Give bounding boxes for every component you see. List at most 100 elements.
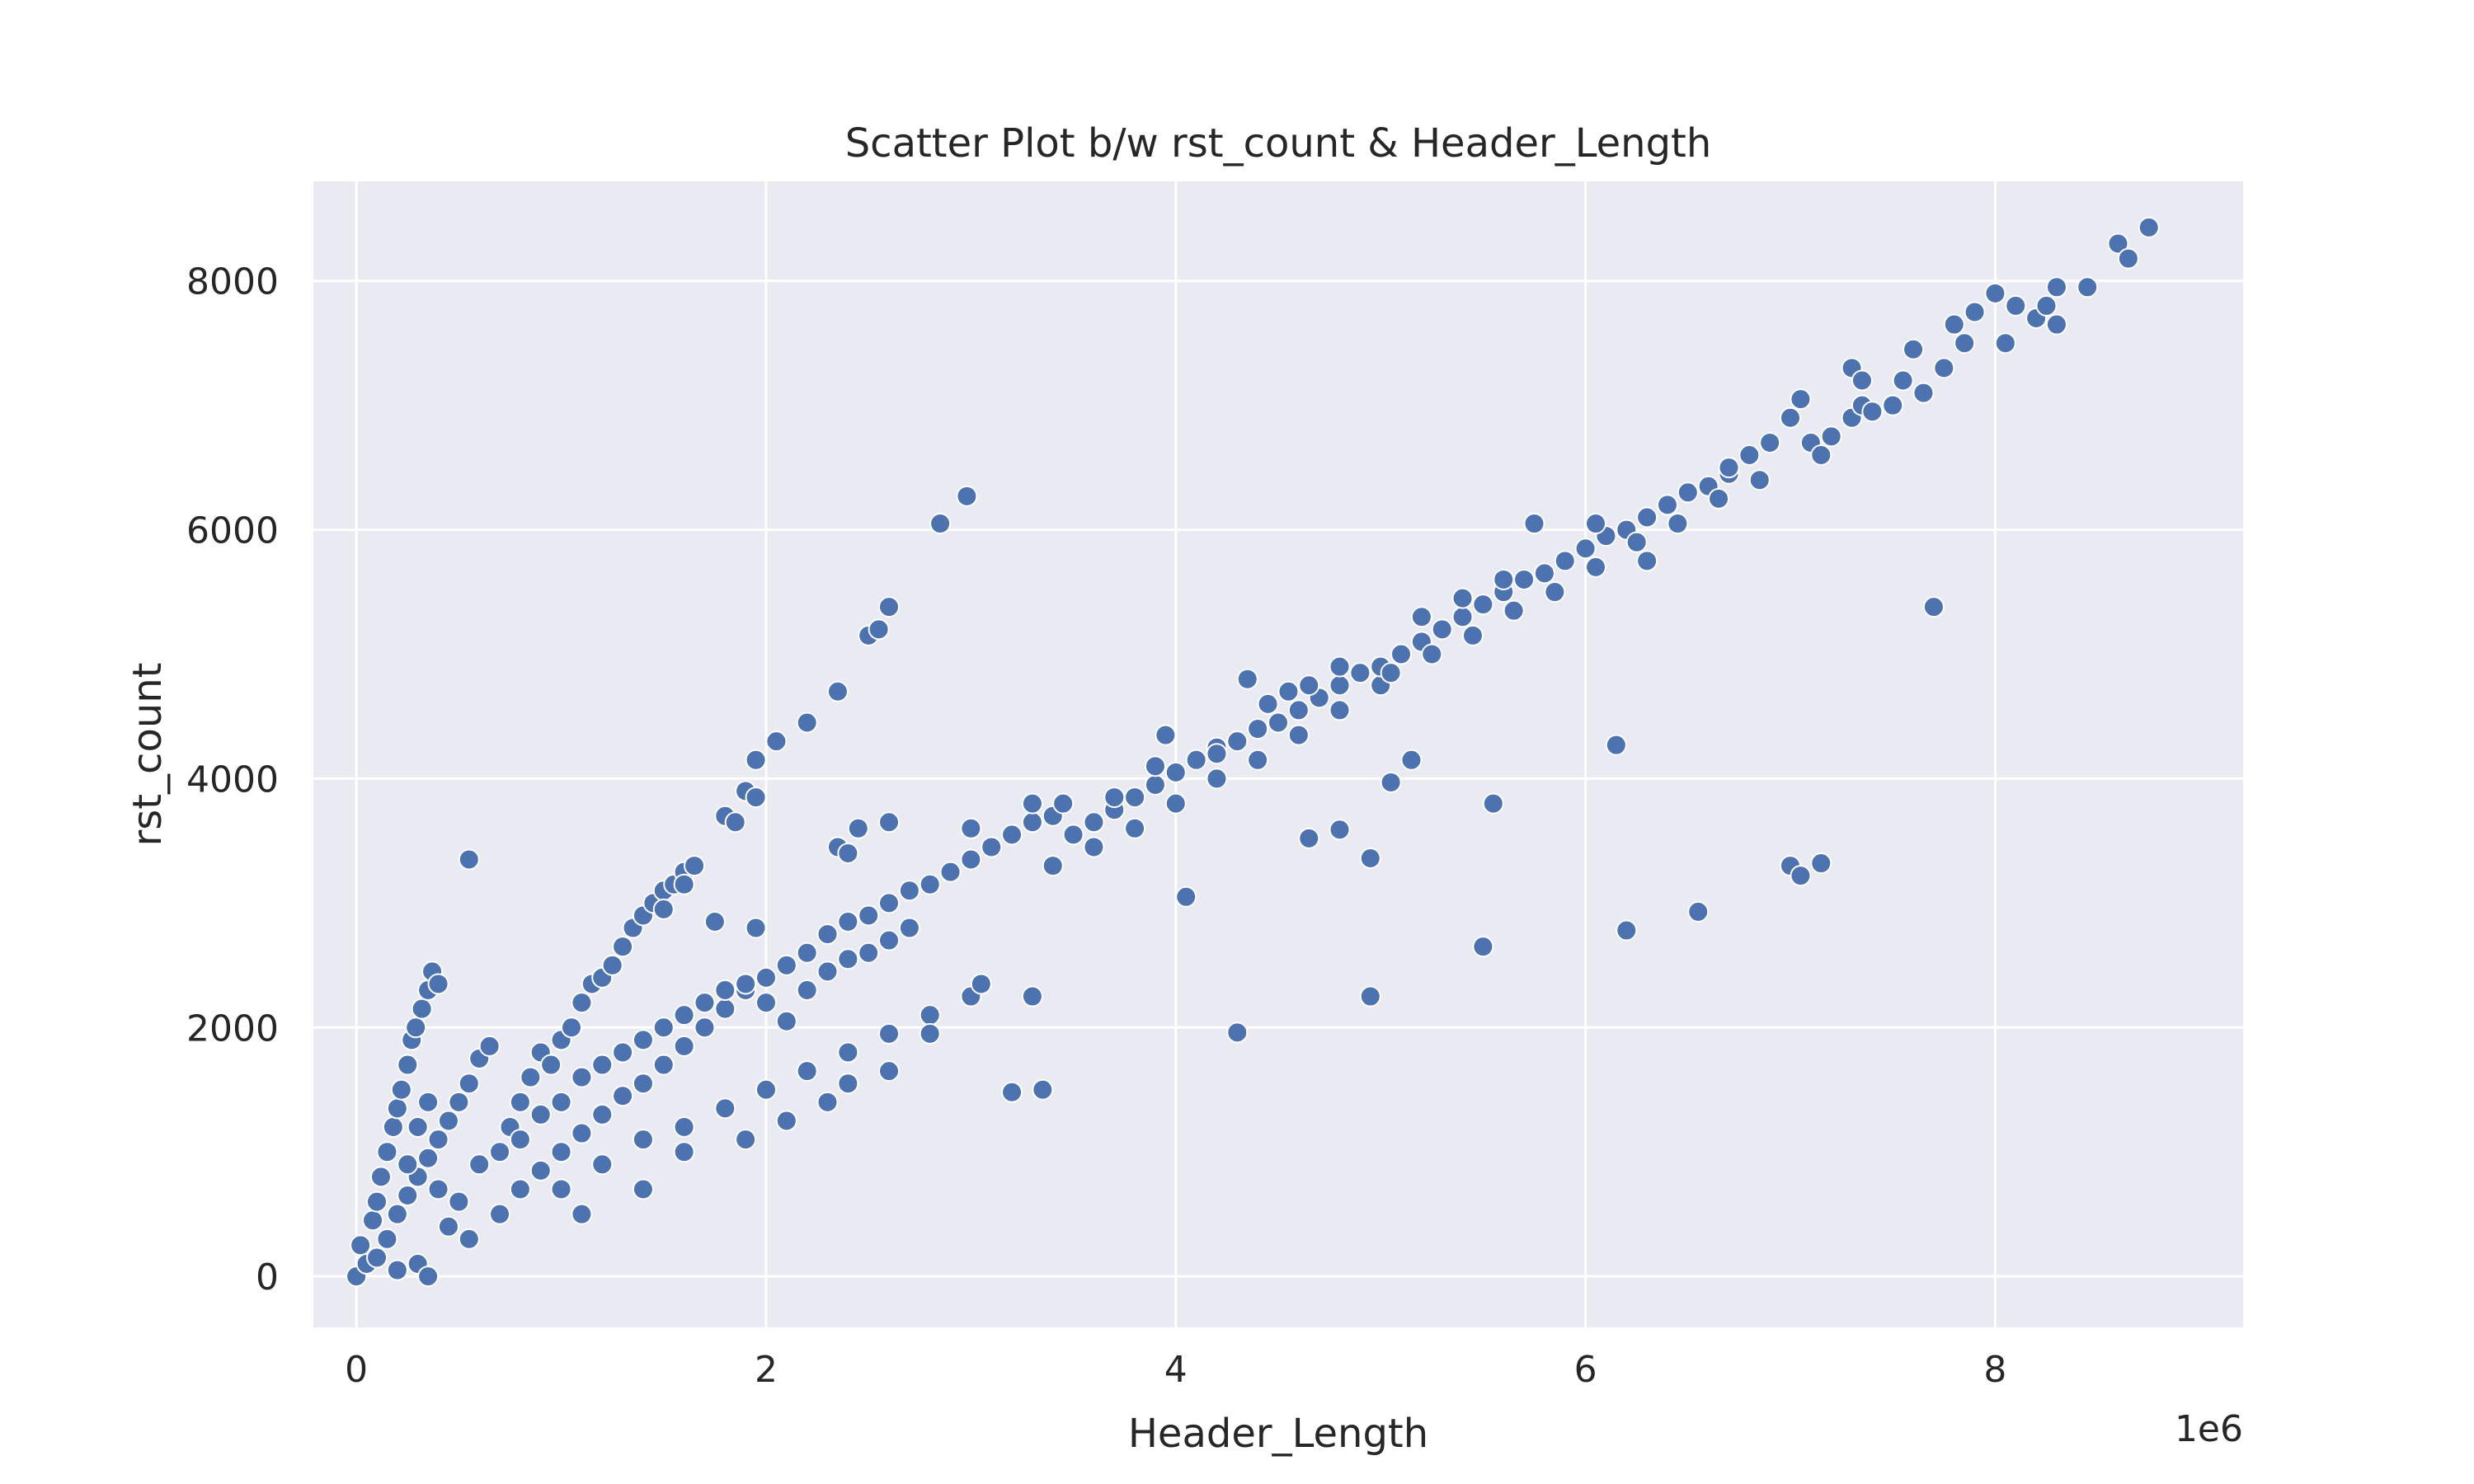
data-point	[632, 1073, 654, 1095]
data-point	[755, 966, 777, 989]
data-point	[1708, 487, 1730, 510]
data-point	[1103, 787, 1126, 809]
x-axis-ticks: 0 2 4 6 8	[345, 1349, 2006, 1391]
data-point	[1513, 568, 1536, 590]
data-point	[1605, 734, 1627, 756]
y-tick-label: 4000	[186, 758, 279, 801]
data-point	[1636, 506, 1658, 528]
data-point	[1380, 662, 1402, 684]
data-point	[1964, 301, 1986, 323]
data-point	[796, 942, 818, 964]
data-point	[1236, 668, 1258, 690]
data-point	[1257, 693, 1279, 715]
data-point	[652, 1017, 675, 1039]
data-point	[1656, 494, 1678, 516]
data-point	[362, 1209, 384, 1232]
data-point	[1625, 531, 1648, 553]
x-tick-label: 4	[1164, 1349, 1188, 1391]
data-point	[714, 998, 736, 1020]
data-point	[1892, 369, 1914, 392]
y-axis-label: rst_count	[125, 663, 171, 847]
x-tick-label: 2	[755, 1349, 778, 1391]
data-point	[878, 929, 901, 951]
data-point	[1738, 444, 1761, 467]
data-point	[350, 1234, 372, 1256]
data-point	[735, 1129, 757, 1151]
data-point	[1329, 655, 1351, 678]
data-point	[1021, 985, 1043, 1007]
data-point	[714, 1097, 736, 1120]
data-point	[612, 1085, 634, 1107]
data-point	[366, 1190, 388, 1213]
data-point	[448, 1091, 470, 1113]
data-point	[417, 1147, 440, 1169]
data-point	[386, 1259, 408, 1281]
data-point	[2117, 247, 2139, 270]
data-point	[1298, 674, 1320, 697]
data-point	[673, 1141, 695, 1163]
data-point	[1206, 743, 1228, 765]
data-point	[1922, 596, 1945, 618]
data-point	[1544, 581, 1566, 603]
data-point	[745, 749, 767, 771]
data-point	[694, 992, 716, 1014]
data-point	[847, 817, 869, 839]
data-point	[1155, 724, 1177, 746]
data-point	[1493, 568, 1515, 590]
data-point	[1164, 792, 1187, 815]
data-point	[775, 1110, 797, 1132]
data-point	[529, 1159, 552, 1181]
data-point	[407, 1116, 429, 1139]
data-point	[1451, 606, 1474, 628]
data-point	[1410, 606, 1432, 628]
data-point	[765, 730, 788, 753]
data-point	[2005, 294, 2027, 317]
data-point	[369, 1166, 392, 1188]
data-point	[878, 892, 901, 914]
data-point	[775, 1010, 797, 1032]
data-point	[956, 485, 978, 507]
data-point	[1861, 401, 1884, 423]
data-point	[1851, 369, 1873, 392]
data-point	[837, 842, 859, 864]
data-point	[1175, 885, 1197, 908]
data-point	[673, 1004, 695, 1026]
data-point	[1574, 538, 1597, 560]
data-point	[632, 1178, 654, 1200]
data-point	[1032, 1078, 1054, 1101]
data-point	[376, 1228, 398, 1250]
data-point	[724, 811, 746, 834]
data-point	[2045, 313, 2067, 336]
data-point	[397, 1185, 419, 1207]
data-point	[775, 954, 797, 976]
data-point	[1687, 900, 1710, 923]
data-point	[1954, 332, 1976, 355]
data-point	[1472, 594, 1494, 616]
data-point	[1359, 848, 1381, 870]
data-point	[1052, 792, 1075, 815]
data-point	[1820, 425, 1842, 448]
data-point	[612, 1041, 634, 1064]
data-point	[714, 979, 736, 1001]
data-point	[745, 787, 767, 809]
data-point	[382, 1116, 404, 1139]
data-point	[898, 880, 920, 902]
data-point	[427, 973, 449, 995]
data-point	[796, 711, 818, 734]
data-point	[1903, 338, 1925, 360]
data-point	[1943, 313, 1965, 336]
data-point	[489, 1203, 511, 1225]
data-point	[919, 1004, 941, 1026]
data-point	[673, 1035, 695, 1057]
data-point	[1790, 865, 1812, 887]
data-point	[1247, 749, 1269, 771]
data-point	[458, 1228, 480, 1250]
data-point	[1780, 406, 1802, 429]
data-point	[571, 1203, 593, 1225]
data-point	[591, 1153, 614, 1176]
data-point	[868, 618, 890, 641]
data-point	[1790, 388, 1812, 411]
data-point	[1400, 749, 1423, 771]
data-point	[878, 1022, 901, 1045]
data-point	[796, 979, 818, 1001]
